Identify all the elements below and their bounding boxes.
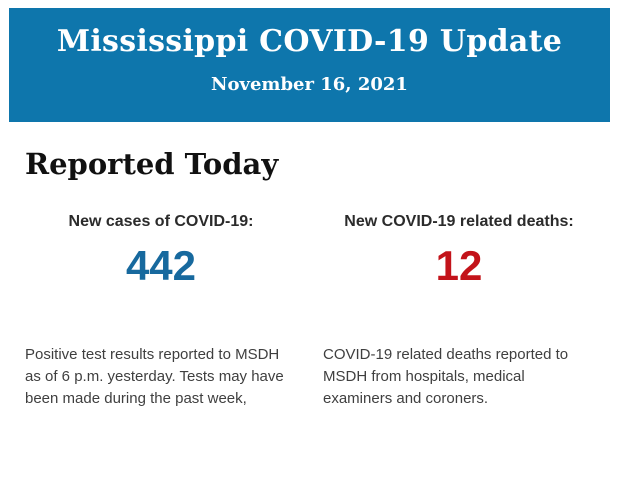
deaths-column: New COVID-19 related deaths: 12 COVID-19… [323,212,595,410]
stats-row: New cases of COVID-19: 442 Positive test… [25,212,595,410]
new-cases-label: New cases of COVID-19: [68,213,254,230]
new-cases-column: New cases of COVID-19: 442 Positive test… [25,212,297,410]
content-area: Reported Today New cases of COVID-19: 44… [0,122,620,410]
deaths-value: 12 [435,242,483,289]
new-cases-value: 442 [125,242,197,289]
new-cases-description: Positive test results reported to MSDH a… [25,346,284,407]
newsletter-date: November 16, 2021 [211,74,408,95]
newsletter-title: Mississippi COVID-19 Update [56,24,563,59]
deaths-description: COVID-19 related deaths reported to MSDH… [323,346,569,407]
section-title: Reported Today [25,147,279,181]
deaths-label: New COVID-19 related deaths: [344,213,574,230]
header-banner: Mississippi COVID-19 Update November 16,… [9,8,610,122]
